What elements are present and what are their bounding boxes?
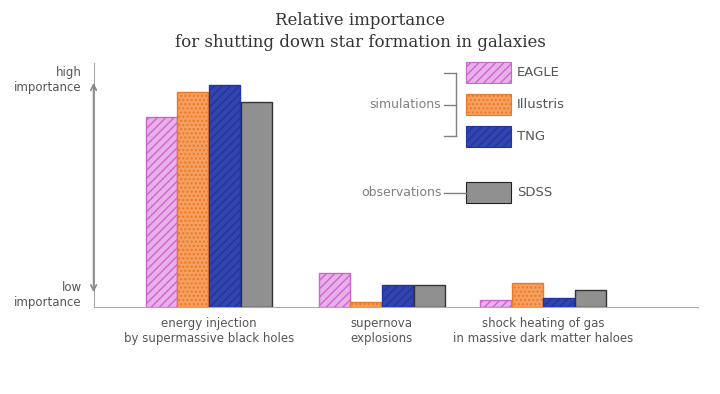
Bar [240,102,272,307]
Text: TNG: TNG [517,130,545,143]
Bar [209,85,240,307]
Bar [382,285,413,307]
Bar [318,273,350,307]
Text: observations: observations [361,186,441,199]
Bar [511,283,543,307]
Bar [466,182,511,203]
Text: Illustris: Illustris [517,98,565,111]
Bar [413,285,445,307]
Bar [466,126,511,147]
Text: simulations: simulations [370,98,441,111]
Bar [177,92,209,307]
Bar [480,300,511,307]
Text: EAGLE: EAGLE [517,66,560,79]
Text: energy injection
by supermassive black holes: energy injection by supermassive black h… [124,317,294,345]
Text: shock heating of gas
in massive dark matter haloes: shock heating of gas in massive dark mat… [453,317,633,345]
Text: low
importance: low importance [14,281,81,309]
Bar [575,290,606,307]
Text: SDSS: SDSS [517,186,552,199]
Text: supernova
explosions: supernova explosions [351,317,413,345]
Bar [543,297,575,307]
Text: high
importance: high importance [14,66,81,94]
Bar [466,62,511,83]
Bar [350,303,382,307]
Text: Relative importance
for shutting down star formation in galaxies: Relative importance for shutting down st… [174,12,546,51]
Bar [145,117,177,307]
Bar [466,94,511,115]
